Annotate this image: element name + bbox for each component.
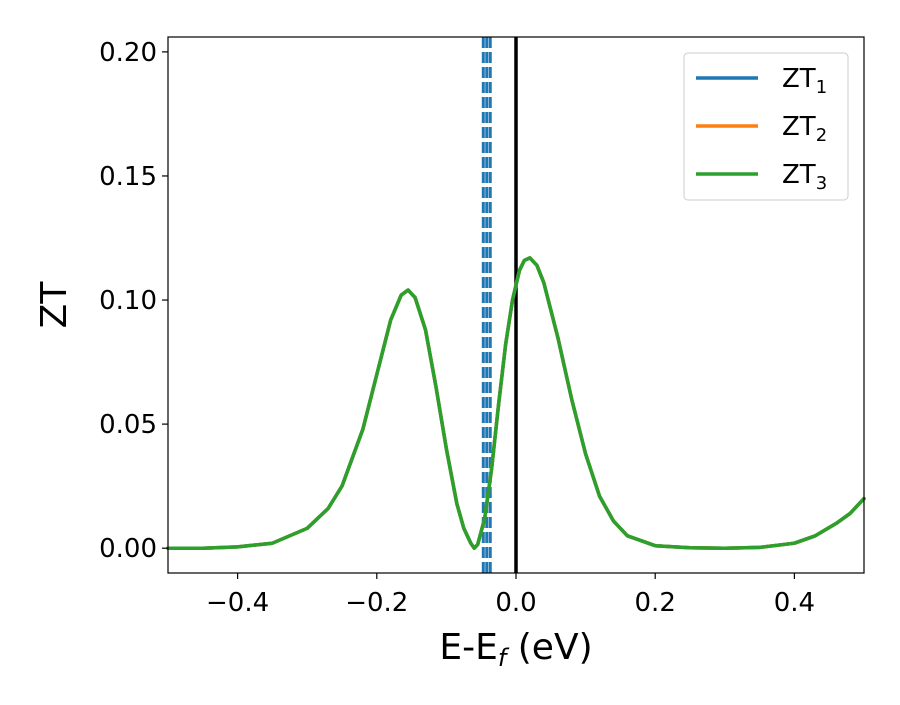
legend-label-main: ZT: [782, 112, 816, 142]
legend-label-sub: 2: [816, 125, 827, 146]
x-tick-label: 0.2: [635, 588, 676, 618]
legend: ZT1ZT2ZT3: [684, 53, 848, 200]
y-tick-label: 0.05: [99, 410, 157, 440]
y-axis-label: ZT: [34, 281, 75, 329]
legend-label-main: ZT: [782, 64, 816, 94]
legend-label-main: ZT: [782, 160, 816, 190]
y-tick-label: 0.15: [99, 162, 157, 192]
y-tick-label: 0.10: [99, 286, 157, 316]
x-axis-label: E-Ef (eV): [439, 627, 592, 672]
x-axis-label-tail: (eV): [506, 627, 592, 668]
legend-label-sub: 3: [816, 173, 827, 194]
x-tick-label: 0.4: [774, 588, 815, 618]
legend-label-sub: 1: [816, 77, 827, 98]
y-axis-ticks: 0.00 0.05 0.10 0.15 0.20: [99, 38, 168, 564]
y-tick-label: 0.00: [99, 534, 157, 564]
x-axis-label-main: E-E: [439, 627, 497, 668]
x-tick-label: −0.4: [206, 588, 269, 618]
x-tick-label: −0.2: [345, 588, 408, 618]
y-tick-label: 0.20: [99, 38, 157, 68]
x-axis-ticks: −0.4 −0.2 0.0 0.2 0.4: [206, 573, 815, 618]
x-tick-label: 0.0: [495, 588, 536, 618]
